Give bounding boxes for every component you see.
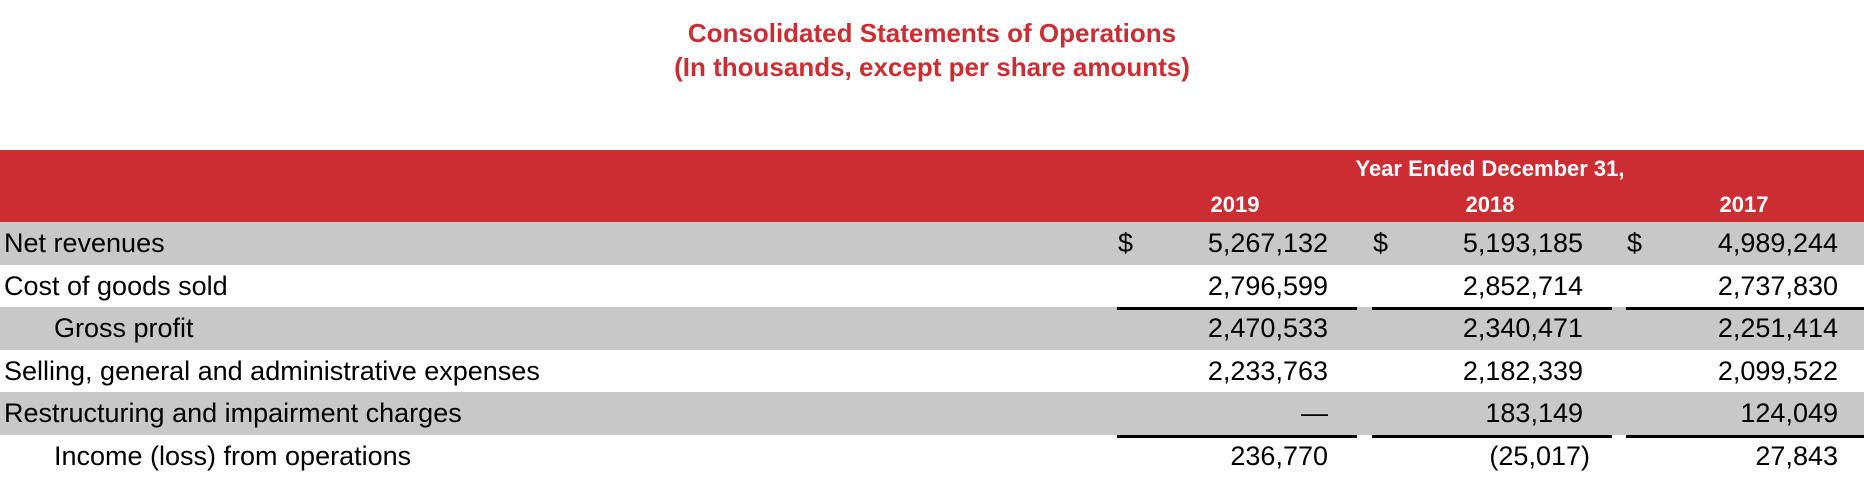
value-cell: 2,737,830 xyxy=(1638,265,1838,307)
value-cell: 2,340,471 xyxy=(1383,307,1583,349)
row-label: Cost of goods sold xyxy=(4,265,228,307)
value-cell: 5,193,185 xyxy=(1383,222,1583,264)
value-cell: 2,233,763 xyxy=(1128,350,1328,392)
statement-subtitle: (In thousands, except per share amounts) xyxy=(0,52,1864,82)
column-header-year: 2017 xyxy=(1664,192,1824,218)
row-label: Net revenues xyxy=(4,222,165,264)
value-cell: — xyxy=(1128,392,1328,434)
table-row-gross-profit: Gross profit 2,470,533 2,340,471 2,251,4… xyxy=(0,307,1864,350)
statement-title: Consolidated Statements of Operations xyxy=(0,18,1864,48)
value-cell: 2,182,339 xyxy=(1383,350,1583,392)
row-label: Selling, general and administrative expe… xyxy=(4,350,540,392)
value-cell: 2,796,599 xyxy=(1128,265,1328,307)
table-row-cost-of-goods-sold: Cost of goods sold 2,796,599 2,852,714 2… xyxy=(0,265,1864,308)
value-cell: 2,470,533 xyxy=(1128,307,1328,349)
statement-table: Net revenues $ 5,267,132 $ 5,193,185 $ 4… xyxy=(0,222,1864,477)
value-cell: 5,267,132 xyxy=(1128,222,1328,264)
row-label: Gross profit xyxy=(54,307,194,349)
value-cell: 183,149 xyxy=(1383,392,1583,434)
value-cell: (25,017) xyxy=(1383,435,1590,477)
value-cell: 4,989,244 xyxy=(1638,222,1838,264)
table-row-net-revenues: Net revenues $ 5,267,132 $ 5,193,185 $ 4… xyxy=(0,222,1864,265)
value-cell: 124,049 xyxy=(1638,392,1838,434)
table-row-income-from-operations: Income (loss) from operations 236,770 (2… xyxy=(0,435,1864,477)
table-header: Year Ended December 31, 2019 2018 2017 xyxy=(0,150,1864,222)
row-label: Income (loss) from operations xyxy=(54,435,411,477)
table-row-sga-expenses: Selling, general and administrative expe… xyxy=(0,350,1864,393)
period-span-label: Year Ended December 31, xyxy=(1290,156,1690,182)
row-label: Restructuring and impairment charges xyxy=(4,392,462,434)
value-cell: 2,099,522 xyxy=(1638,350,1838,392)
value-cell: 27,843 xyxy=(1638,435,1838,477)
column-header-year: 2018 xyxy=(1410,192,1570,218)
value-cell: 236,770 xyxy=(1128,435,1328,477)
value-cell: 2,852,714 xyxy=(1383,265,1583,307)
value-cell: 2,251,414 xyxy=(1638,307,1838,349)
column-header-year: 2019 xyxy=(1155,192,1315,218)
table-row-restructuring-charges: Restructuring and impairment charges — 1… xyxy=(0,392,1864,435)
